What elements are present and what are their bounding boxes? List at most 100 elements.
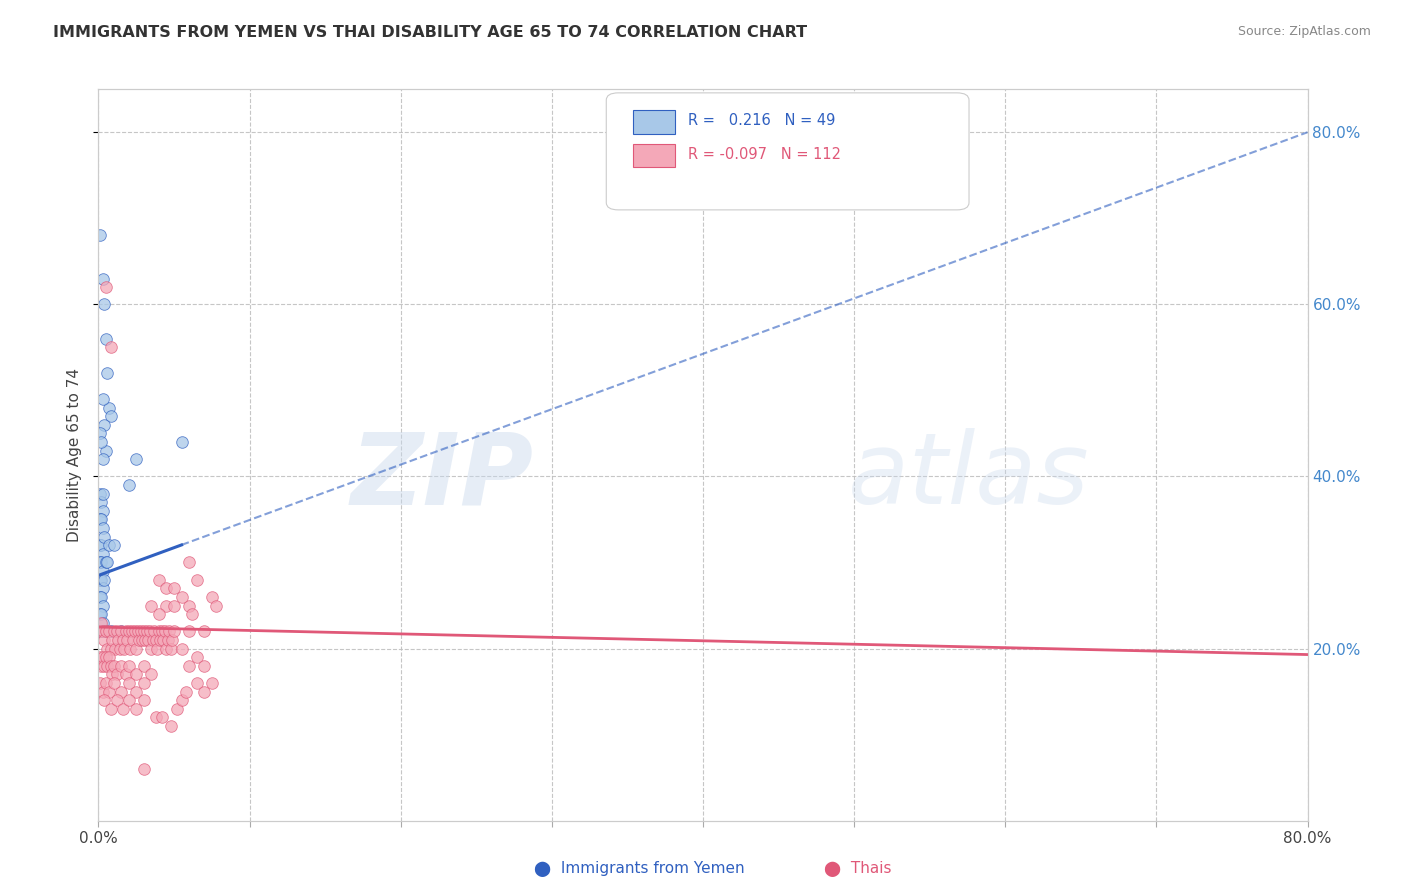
Point: [91, 504, 114, 518]
Point: [94, 676, 117, 690]
Text: ⬤  Thais: ⬤ Thais: [824, 861, 891, 877]
Point: [101, 667, 124, 681]
Point: [129, 624, 152, 639]
Point: [134, 632, 156, 647]
Point: [91, 564, 114, 578]
Point: [170, 641, 193, 656]
Point: [98, 401, 121, 415]
Point: [91, 582, 114, 596]
Point: [193, 658, 215, 673]
Point: [118, 624, 141, 639]
Point: [163, 582, 186, 596]
Point: [155, 582, 177, 596]
Text: atlas: atlas: [848, 428, 1090, 525]
Point: [93, 417, 115, 432]
Point: [100, 624, 122, 639]
Point: [118, 478, 141, 492]
Point: [93, 530, 115, 544]
Point: [132, 693, 155, 707]
Point: [201, 590, 224, 604]
Point: [100, 658, 122, 673]
Point: [152, 632, 174, 647]
Point: [148, 607, 170, 621]
Point: [142, 632, 165, 647]
FancyBboxPatch shape: [633, 111, 675, 134]
Point: [125, 702, 148, 716]
Point: [110, 684, 132, 698]
Point: [94, 332, 117, 346]
Point: [141, 641, 163, 656]
Point: [91, 452, 114, 467]
Point: [94, 443, 117, 458]
Y-axis label: Disability Age 65 to 74: Disability Age 65 to 74: [67, 368, 83, 542]
Point: [93, 573, 115, 587]
Point: [149, 632, 172, 647]
Point: [186, 676, 208, 690]
Point: [90, 495, 112, 509]
Point: [179, 599, 201, 613]
Point: [90, 512, 112, 526]
Text: R = -0.097   N = 112: R = -0.097 N = 112: [689, 147, 841, 161]
Point: [110, 624, 132, 639]
Point: [90, 624, 112, 639]
Point: [118, 658, 141, 673]
Point: [91, 547, 114, 561]
Point: [100, 409, 122, 424]
Point: [105, 667, 128, 681]
Point: [100, 702, 122, 716]
Text: Source: ZipAtlas.com: Source: ZipAtlas.com: [1237, 25, 1371, 38]
Point: [89, 512, 111, 526]
Point: [105, 693, 128, 707]
Point: [118, 693, 141, 707]
Point: [89, 650, 111, 665]
Point: [91, 624, 114, 639]
Point: [148, 624, 170, 639]
Point: [90, 658, 112, 673]
Point: [125, 641, 148, 656]
Text: ZIP: ZIP: [350, 428, 534, 525]
Point: [98, 538, 121, 552]
Point: [186, 573, 208, 587]
Point: [94, 556, 117, 570]
Point: [111, 632, 134, 647]
Point: [93, 632, 115, 647]
Point: [181, 607, 204, 621]
Point: [160, 719, 183, 733]
Point: [120, 641, 142, 656]
Point: [136, 632, 159, 647]
Point: [131, 632, 153, 647]
Point: [96, 658, 118, 673]
Point: [90, 590, 112, 604]
Point: [93, 658, 115, 673]
Point: [93, 693, 115, 707]
Point: [98, 684, 121, 698]
Text: ⬤  Immigrants from Yemen: ⬤ Immigrants from Yemen: [534, 861, 744, 877]
Point: [143, 624, 166, 639]
Point: [91, 271, 114, 285]
Point: [89, 573, 111, 587]
Point: [156, 632, 179, 647]
Point: [179, 556, 201, 570]
Point: [166, 702, 188, 716]
Point: [91, 486, 114, 500]
Point: [170, 435, 193, 450]
Point: [174, 684, 197, 698]
Point: [160, 641, 183, 656]
Point: [90, 435, 112, 450]
Point: [100, 340, 122, 354]
Point: [155, 641, 177, 656]
Point: [163, 599, 186, 613]
Point: [108, 641, 131, 656]
Point: [150, 710, 173, 724]
Point: [89, 228, 111, 243]
Point: [132, 762, 155, 776]
Point: [89, 676, 111, 690]
Point: [145, 632, 167, 647]
Point: [103, 676, 125, 690]
Point: [132, 658, 155, 673]
Point: [112, 641, 135, 656]
Point: [90, 607, 112, 621]
Point: [89, 607, 111, 621]
Point: [141, 667, 163, 681]
Point: [107, 632, 129, 647]
